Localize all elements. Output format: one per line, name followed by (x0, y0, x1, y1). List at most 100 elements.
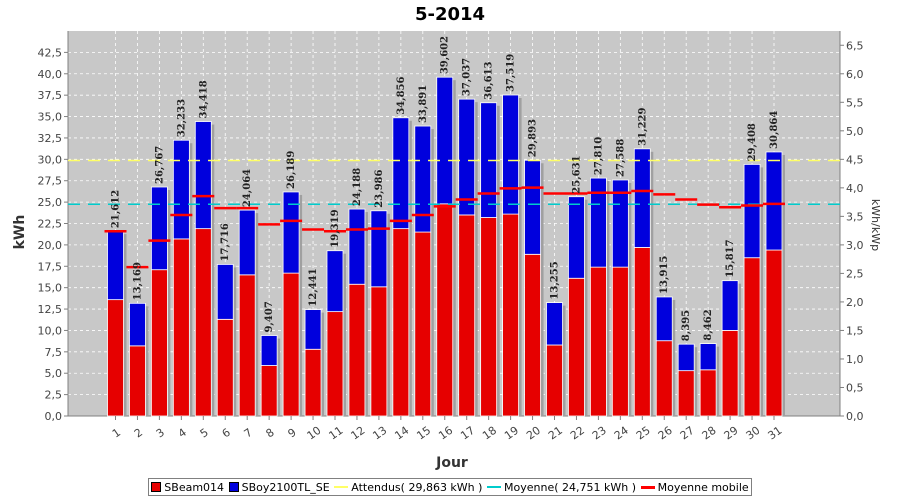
y-right-tick-label: 6,0 (846, 68, 864, 81)
x-tick-label: 4 (176, 426, 189, 441)
bar-sboy (458, 98, 476, 216)
y-tick-label: 40,0 (38, 68, 63, 81)
bar-sbeam (260, 365, 278, 417)
legend-label-expected: Attendus( 29,863 kWh ) (351, 480, 483, 494)
y-right-tick-label: 5,5 (846, 96, 864, 109)
bar-sbeam (370, 286, 388, 417)
chart-plot: 0,02,55,07,510,012,515,017,520,022,525,0… (12, 31, 882, 471)
bar-total-label: 29,408 (747, 123, 758, 161)
bar-sbeam (546, 344, 563, 417)
bar-total-label: 33,891 (418, 85, 429, 123)
legend-label-average: Moyenne( 24,751 kWh ) (504, 480, 637, 494)
x-tick-label: 28 (700, 424, 719, 443)
x-tick-label: 20 (524, 424, 543, 443)
legend-label-sbeam: SBeam014 (164, 480, 225, 494)
bar-total-label: 32,233 (176, 99, 187, 137)
y-right-axis-label: kWh/kWp (869, 199, 882, 251)
bar-sbeam (348, 283, 366, 417)
bar-total-label: 27,810 (593, 137, 604, 175)
bar-sbeam (129, 345, 146, 417)
bar-sbeam (216, 318, 234, 417)
legend-label-moving-average: Moyenne mobile (657, 480, 749, 494)
bar-sbeam (524, 253, 541, 417)
y-tick-label: 10,0 (38, 324, 63, 337)
x-tick-label: 24 (612, 424, 631, 443)
y-right-tick-label: 0,0 (846, 410, 864, 423)
bar-total-label: 23,986 (374, 169, 385, 207)
x-tick-label: 11 (327, 424, 346, 443)
x-tick-label: 5 (198, 426, 211, 441)
bar-sbeam (502, 213, 520, 417)
bar-total-label: 13,255 (550, 261, 561, 299)
x-tick-label: 8 (264, 426, 277, 441)
x-tick-label: 2 (132, 426, 145, 441)
y-tick-label: 0,0 (45, 410, 63, 423)
bar-total-label: 15,817 (725, 239, 736, 277)
bar-sboy (194, 121, 212, 230)
bar-sbeam (677, 370, 695, 417)
bar-sbeam (765, 249, 783, 417)
bar-sboy (502, 94, 520, 215)
bar-sbeam (107, 299, 124, 417)
bar-total-label: 25,631 (571, 155, 582, 193)
bar-total-label: 37,037 (462, 58, 473, 96)
bar-sbeam (743, 257, 761, 417)
legend-swatch-moving-average (640, 485, 655, 489)
bar-sbeam (655, 340, 673, 417)
y-right-tick-label: 2,5 (846, 267, 864, 280)
bar-sboy (743, 163, 761, 259)
bar-total-label: 8,462 (703, 309, 714, 340)
x-tick-label: 7 (242, 426, 255, 441)
bar-total-label: 13,169 (132, 262, 143, 300)
bar-total-label: 26,767 (154, 146, 165, 184)
y-tick-label: 7,5 (45, 346, 63, 359)
bar-sboy (348, 208, 366, 285)
bar-sboy (765, 151, 783, 251)
y-right-tick-label: 6,5 (846, 39, 864, 52)
y-tick-label: 27,5 (38, 175, 63, 188)
x-tick-label: 30 (744, 424, 763, 443)
bar-total-label: 34,418 (198, 80, 209, 118)
bar-total-label: 8,395 (681, 310, 692, 341)
x-tick-label: 12 (348, 424, 367, 443)
x-tick-label: 1 (110, 426, 123, 441)
y-tick-label: 35,0 (38, 111, 63, 124)
legend-swatch-sbeam (151, 482, 162, 492)
bar-total-label: 24,064 (242, 169, 253, 207)
bar-sboy (107, 230, 124, 301)
bar-sboy (721, 280, 739, 331)
x-tick-label: 22 (568, 424, 587, 443)
bar-sbeam (282, 272, 300, 417)
y-right-tick-label: 0,5 (846, 381, 864, 394)
y-axis-label: kWh (12, 215, 28, 250)
x-tick-label: 17 (458, 424, 477, 443)
y-right-tick-label: 3,0 (846, 239, 864, 252)
x-tick-label: 31 (766, 424, 785, 443)
bar-sboy (216, 264, 234, 320)
x-tick-label: 23 (590, 424, 609, 443)
x-tick-label: 25 (634, 424, 653, 443)
bar-total-label: 17,716 (220, 223, 231, 261)
bar-sbeam (326, 311, 344, 417)
legend-item-sbeam: SBeam014 (151, 481, 224, 494)
bar-sboy (546, 302, 563, 346)
y-tick-label: 32,5 (38, 132, 63, 145)
bar-sboy (414, 125, 432, 233)
y-right-tick-label: 1,5 (846, 324, 864, 337)
bar-total-label: 27,588 (615, 139, 626, 177)
bar-sbeam (721, 330, 739, 417)
bar-total-label: 34,856 (396, 76, 407, 114)
bar-total-label: 26,189 (286, 151, 297, 189)
bar-sboy (524, 159, 541, 255)
chart-title: 5-2014 (414, 4, 486, 25)
bar-sbeam (150, 269, 168, 417)
bar-sbeam (238, 274, 256, 417)
bar-sbeam (172, 238, 190, 417)
y-right-tick-label: 1,0 (846, 353, 864, 366)
bar-total-label: 30,864 (769, 111, 780, 149)
y-tick-label: 15,0 (38, 282, 63, 295)
x-tick-label: 6 (220, 426, 233, 441)
x-tick-label: 16 (436, 424, 455, 443)
bar-total-label: 13,915 (659, 256, 670, 294)
bar-sboy (370, 210, 388, 288)
